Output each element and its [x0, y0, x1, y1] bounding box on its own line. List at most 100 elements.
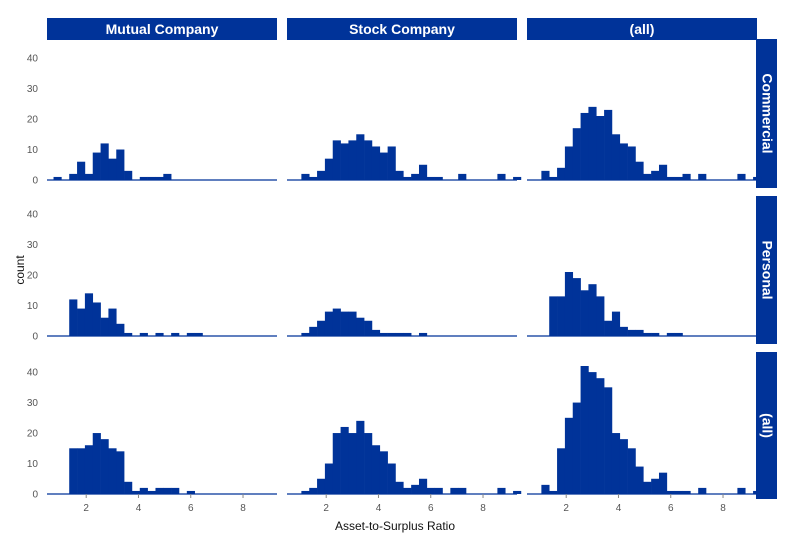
- histogram-bar: [53, 176, 62, 180]
- row-strip: (all): [756, 352, 777, 499]
- y-tick-label: 20: [27, 115, 39, 126]
- histogram-bar: [572, 402, 581, 494]
- row-strip-label: Personal: [759, 240, 775, 299]
- histogram-bar: [611, 134, 621, 180]
- x-tick-label: 2: [83, 503, 89, 514]
- y-tick-label: 20: [27, 271, 39, 282]
- histogram-bar: [596, 378, 605, 494]
- histogram-bar: [588, 284, 597, 336]
- y-tick-label: 40: [27, 210, 39, 221]
- y-tick-label: 0: [32, 490, 38, 501]
- x-tick-label: 2: [563, 503, 569, 514]
- histogram-bar: [163, 173, 172, 180]
- histogram-bar: [395, 481, 404, 494]
- panel: [287, 308, 517, 337]
- histogram-bar: [604, 320, 613, 336]
- histogram-bar: [737, 173, 746, 180]
- histogram-bar: [643, 481, 652, 494]
- histogram-bar: [139, 332, 148, 336]
- histogram-bar: [84, 445, 94, 494]
- histogram-bar: [116, 323, 125, 336]
- panel: [527, 366, 762, 495]
- histogram-bar: [317, 478, 326, 494]
- histogram-bar: [116, 149, 125, 180]
- histogram-bar: [651, 170, 660, 180]
- histogram-bar: [116, 451, 125, 494]
- histogram-bar: [698, 487, 707, 494]
- column-strip-label: Stock Company: [349, 21, 455, 37]
- histogram-bar: [379, 451, 388, 494]
- histogram-bar: [332, 433, 341, 494]
- histogram-bar: [139, 176, 148, 180]
- y-tick-label: 10: [27, 459, 39, 470]
- x-tick-label: 6: [188, 503, 194, 514]
- x-tick-label: 6: [668, 503, 674, 514]
- histogram-bar: [674, 490, 683, 494]
- y-axis-title: count: [13, 255, 27, 285]
- histogram-bar: [557, 296, 566, 336]
- histogram-bar: [627, 448, 636, 494]
- x-axis-title: Asset-to-Surplus Ratio: [335, 519, 455, 533]
- histogram-bar: [301, 490, 310, 494]
- histogram-bar: [564, 146, 574, 180]
- histogram-bar: [619, 439, 628, 494]
- histogram-bar: [69, 448, 78, 494]
- histogram-bar: [84, 293, 94, 336]
- histogram-bar: [108, 308, 117, 336]
- histogram-bar: [564, 272, 574, 336]
- histogram-bar: [77, 161, 86, 180]
- row-strip-background: [756, 39, 777, 188]
- histogram-bar: [580, 112, 589, 180]
- histogram-bar: [596, 296, 605, 336]
- histogram-bar: [403, 176, 412, 180]
- histogram-bar: [379, 332, 388, 336]
- row-strip: Commercial: [756, 39, 777, 188]
- histogram-bar: [627, 146, 636, 180]
- panel: [287, 420, 522, 495]
- column-strip-background: [527, 18, 757, 40]
- y-tick-label: 0: [32, 176, 38, 187]
- histogram-bar: [124, 170, 133, 180]
- histogram-bar: [77, 448, 86, 494]
- histogram-bar: [596, 116, 605, 180]
- histogram-bar: [364, 140, 373, 180]
- histogram-bar: [737, 487, 746, 494]
- histogram-bar: [497, 487, 506, 494]
- histogram-bar: [666, 332, 675, 336]
- histogram-bar: [324, 463, 334, 494]
- histogram-bar: [658, 472, 668, 494]
- histogram-bar: [513, 490, 522, 494]
- histogram-bar: [340, 426, 349, 494]
- histogram-bar: [651, 332, 660, 336]
- histogram-bar: [411, 173, 420, 180]
- y-tick-label: 10: [27, 301, 39, 312]
- y-tick-label: 30: [27, 240, 39, 251]
- histogram-bar: [155, 176, 164, 180]
- y-tick-label: 20: [27, 429, 39, 440]
- y-tick-label: 30: [27, 84, 39, 95]
- histogram-bar: [611, 311, 621, 336]
- histogram-bar: [557, 167, 566, 180]
- histogram-bar: [651, 478, 660, 494]
- histogram-bar: [387, 146, 396, 180]
- histogram-bar: [348, 433, 357, 494]
- histogram-bar: [604, 109, 613, 180]
- x-tick-label: 6: [428, 503, 434, 514]
- histogram-bar: [155, 332, 164, 336]
- row-strip-label: Commercial: [759, 73, 775, 153]
- histogram-bar: [332, 308, 341, 336]
- histogram-bar: [387, 332, 396, 336]
- histogram-bar: [588, 372, 597, 494]
- row-strip-background: [756, 352, 777, 499]
- column-strip: (all): [527, 18, 757, 40]
- histogram-bar: [635, 161, 644, 180]
- histogram-bar: [147, 490, 156, 494]
- histogram-bar: [643, 332, 652, 336]
- histogram-bar: [124, 481, 133, 494]
- histogram-bar: [753, 176, 762, 180]
- histogram-bar: [77, 308, 86, 336]
- histogram-bar: [549, 176, 558, 180]
- histogram-bar: [163, 487, 172, 494]
- histogram-bar: [139, 487, 148, 494]
- histogram-bar: [611, 433, 621, 494]
